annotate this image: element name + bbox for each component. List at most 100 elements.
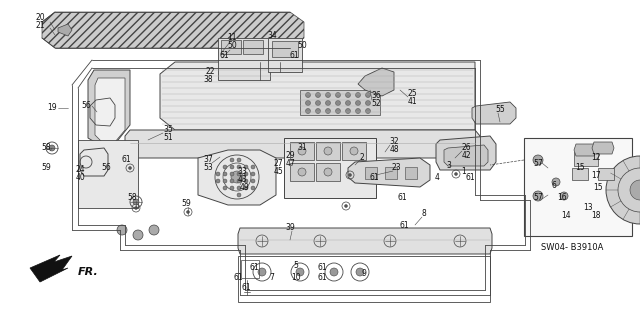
Text: 32: 32 [389, 137, 399, 146]
Text: 47: 47 [285, 159, 295, 167]
Text: 61: 61 [369, 174, 379, 182]
Text: 52: 52 [371, 100, 381, 108]
Bar [342, 142, 366, 160]
Bar [385, 167, 397, 179]
Polygon shape [574, 144, 596, 156]
Text: 61: 61 [317, 263, 327, 272]
Text: 15: 15 [593, 183, 603, 192]
Circle shape [49, 145, 55, 151]
Circle shape [326, 93, 330, 98]
Text: 61: 61 [289, 51, 299, 61]
Bar [290, 163, 314, 181]
Text: 2: 2 [360, 152, 364, 161]
Polygon shape [472, 102, 516, 124]
Text: 61: 61 [399, 221, 409, 231]
Text: 50: 50 [297, 41, 307, 50]
Circle shape [346, 100, 351, 106]
Polygon shape [592, 142, 614, 154]
Circle shape [223, 186, 227, 190]
Circle shape [251, 172, 255, 176]
Text: SW04- B3910A: SW04- B3910A [541, 243, 603, 253]
Text: 4: 4 [435, 174, 440, 182]
Text: 15: 15 [575, 164, 585, 173]
Text: 50: 50 [227, 41, 237, 50]
Text: 1: 1 [461, 167, 467, 176]
Text: 43: 43 [237, 174, 247, 183]
Bar [598, 168, 614, 180]
Circle shape [335, 108, 340, 114]
Text: 61: 61 [397, 194, 407, 203]
Text: 7: 7 [269, 273, 275, 283]
Text: 39: 39 [285, 224, 295, 233]
Circle shape [149, 225, 159, 235]
Circle shape [230, 172, 234, 176]
Bar [405, 167, 417, 179]
Text: 13: 13 [583, 204, 593, 212]
Text: 49: 49 [239, 182, 249, 191]
Circle shape [230, 165, 234, 169]
Polygon shape [348, 158, 430, 187]
Text: 25: 25 [407, 90, 417, 99]
Circle shape [316, 93, 321, 98]
Text: 22: 22 [205, 68, 215, 77]
Text: 26: 26 [461, 144, 471, 152]
Polygon shape [58, 24, 72, 36]
Text: 59: 59 [41, 164, 51, 173]
Circle shape [231, 171, 243, 183]
Bar [221, 40, 241, 54]
Circle shape [133, 199, 139, 205]
Polygon shape [358, 68, 394, 96]
Text: 16: 16 [557, 194, 567, 203]
Circle shape [258, 268, 266, 276]
Text: 29: 29 [285, 151, 295, 160]
Circle shape [216, 179, 220, 183]
Polygon shape [444, 145, 488, 166]
Circle shape [346, 93, 351, 98]
Text: 17: 17 [591, 172, 601, 181]
Bar [572, 168, 588, 180]
Polygon shape [436, 136, 496, 170]
Bar [290, 142, 314, 160]
Circle shape [560, 192, 568, 200]
Text: 19: 19 [47, 103, 57, 113]
Text: 48: 48 [389, 145, 399, 154]
Circle shape [305, 108, 310, 114]
Bar [241, 260, 259, 278]
Circle shape [350, 147, 358, 155]
Circle shape [316, 100, 321, 106]
Circle shape [223, 172, 227, 176]
Polygon shape [30, 255, 72, 282]
Text: 27: 27 [273, 160, 283, 168]
Circle shape [344, 204, 348, 207]
Text: 21: 21 [35, 21, 45, 31]
Circle shape [216, 172, 220, 176]
Bar [272, 41, 298, 57]
Text: 56: 56 [101, 164, 111, 173]
Circle shape [630, 180, 640, 200]
Circle shape [326, 108, 330, 114]
Polygon shape [88, 70, 130, 145]
Text: 34: 34 [267, 31, 277, 40]
Polygon shape [95, 78, 125, 142]
Circle shape [237, 186, 241, 190]
Text: 53: 53 [203, 164, 213, 173]
Circle shape [251, 186, 255, 190]
Text: 41: 41 [407, 98, 417, 107]
Text: 38: 38 [203, 76, 213, 85]
Text: 58: 58 [127, 194, 137, 203]
Text: 58: 58 [41, 144, 51, 152]
Text: 61: 61 [317, 273, 327, 283]
Circle shape [305, 93, 310, 98]
Circle shape [134, 206, 138, 210]
Text: 18: 18 [591, 211, 601, 220]
Text: 40: 40 [75, 174, 85, 182]
Circle shape [305, 100, 310, 106]
Text: 24: 24 [75, 166, 85, 174]
Circle shape [330, 268, 338, 276]
Text: 61: 61 [233, 273, 243, 283]
Bar [284, 138, 376, 198]
Circle shape [326, 100, 330, 106]
Text: 11: 11 [227, 33, 237, 42]
Polygon shape [42, 12, 304, 48]
Circle shape [349, 174, 351, 176]
